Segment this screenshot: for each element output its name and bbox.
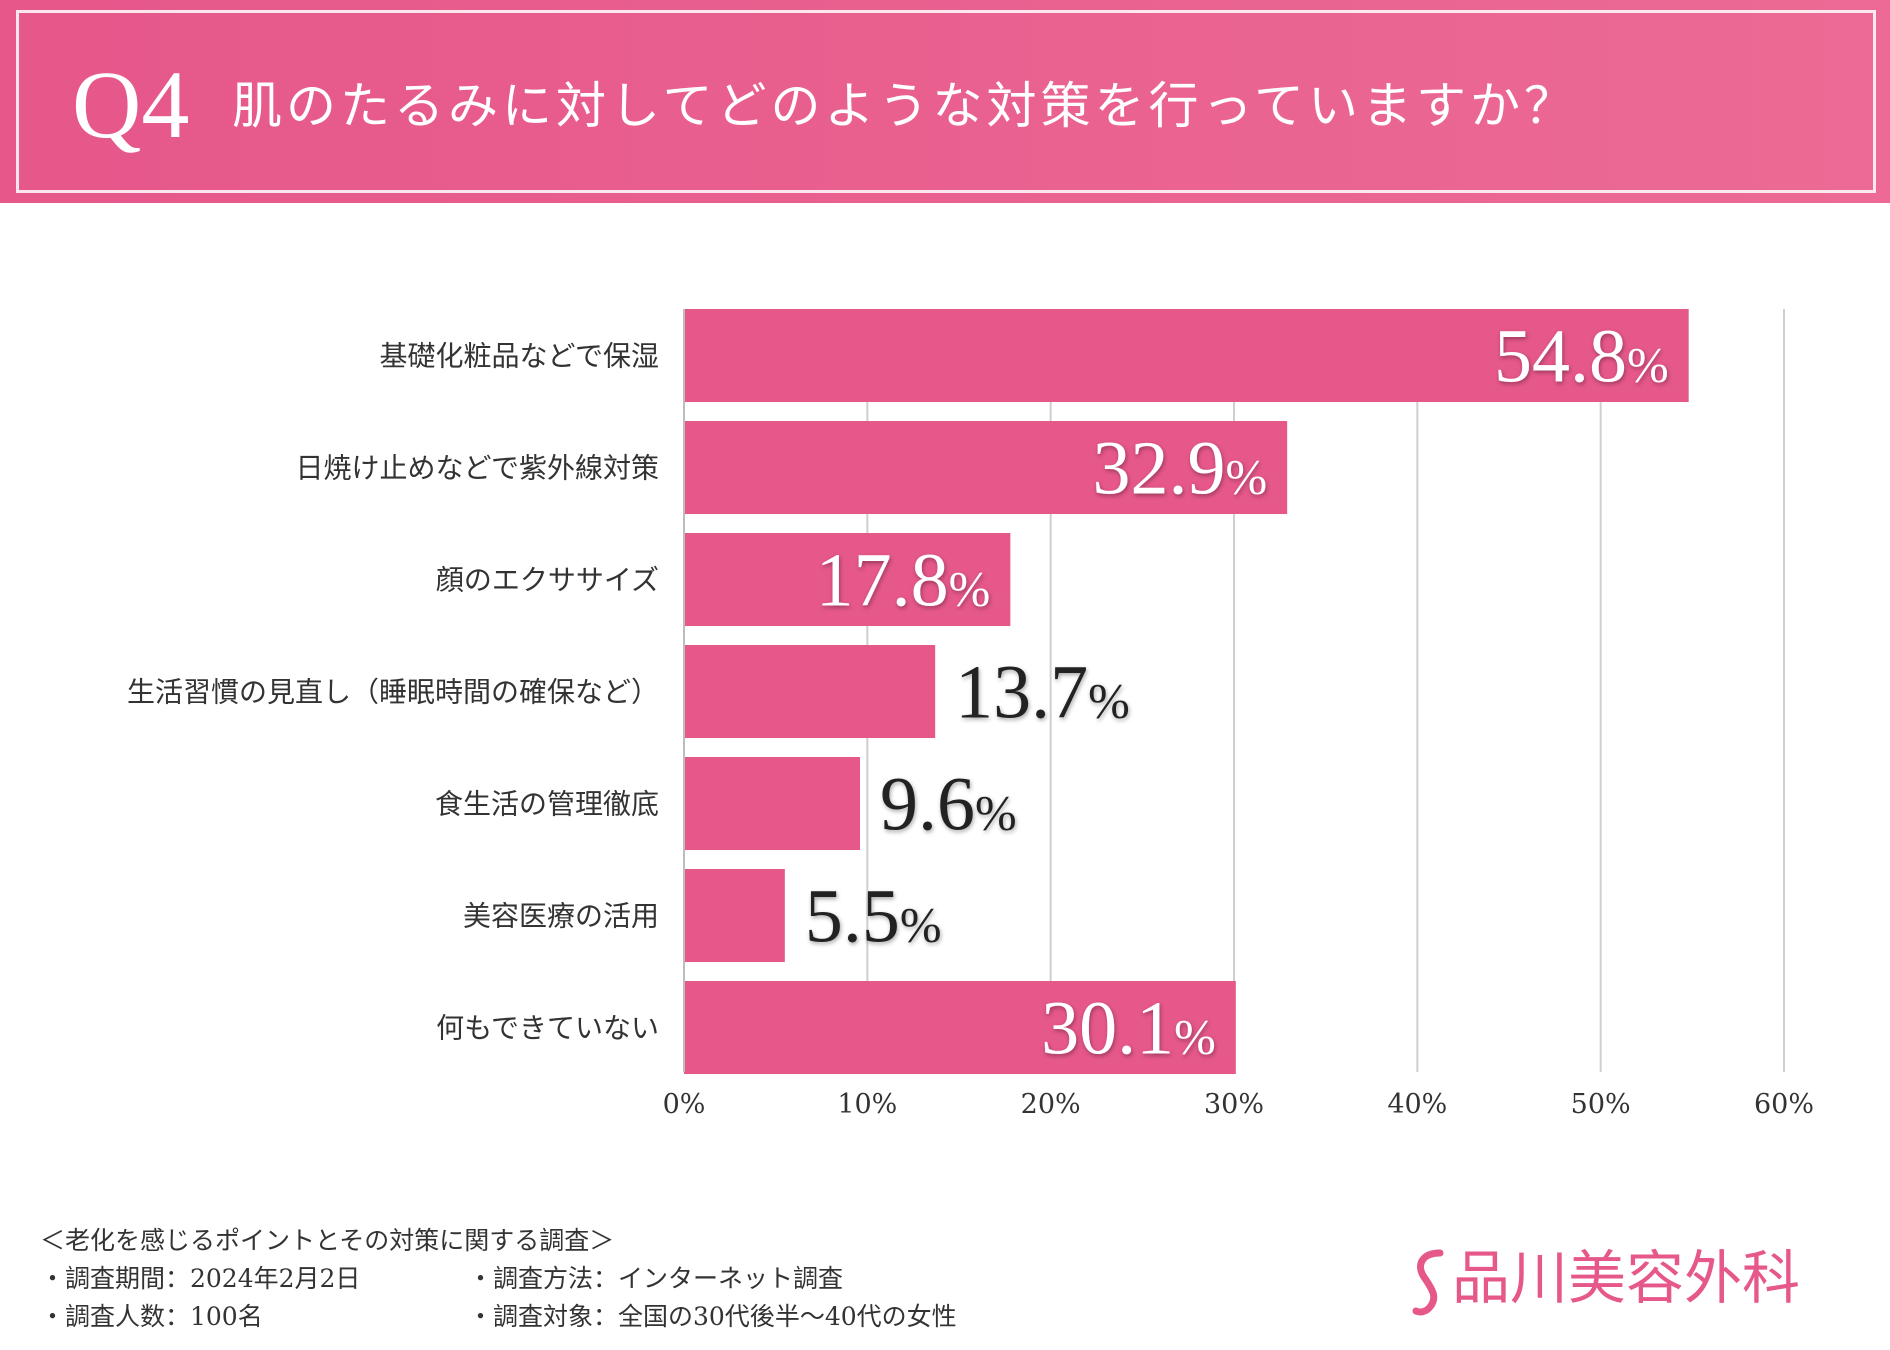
x-tick-label: 10% (837, 1089, 897, 1120)
value-label: 54.8% (1494, 315, 1669, 399)
bar (684, 757, 860, 850)
x-tick-label: 40% (1387, 1089, 1447, 1120)
bar (684, 869, 785, 962)
x-tick-label: 20% (1021, 1089, 1081, 1120)
category-label: 基礎化粧品などで保湿 (380, 340, 659, 373)
bar (684, 645, 936, 738)
bar (684, 309, 1689, 402)
category-label: 食生活の管理徹底 (435, 788, 659, 821)
survey-period: ・調査期間：2024年2月2日 (40, 1264, 361, 1293)
brand-name: 品川美容外科 (1452, 1244, 1801, 1312)
x-tick-label: 50% (1571, 1089, 1631, 1120)
survey-method: ・調査方法：インターネット調査 (468, 1264, 844, 1293)
x-tick-label: 0% (663, 1089, 706, 1120)
question-number: Q4 (72, 51, 190, 158)
value-label: 9.6% (880, 763, 1017, 847)
x-tick-label: 60% (1754, 1089, 1814, 1120)
brand-logo: 品川美容外科 (1412, 1238, 1800, 1318)
bar-chart: 基礎化粧品などで保湿 54.8% 日焼け止めなどで紫外線対策 32.9% 顔のエクササイ… (127, 309, 1814, 1120)
survey-title: ＜老化を感じるポイントとその対策に関する調査＞ (40, 1226, 615, 1255)
category-label: 顔のエクササイズ (436, 564, 659, 597)
category-label: 生活習慣の見直し（睡眠時間の確保など） (127, 676, 659, 709)
category-label: 美容医療の活用 (463, 900, 659, 933)
brand-s-icon (1412, 1249, 1444, 1316)
value-label: 32.9% (1093, 427, 1268, 511)
survey-target: ・調査対象：全国の30代後半〜40代の女性 (468, 1302, 957, 1331)
category-label: 日焼け止めなどで紫外線対策 (296, 452, 659, 485)
bar (684, 981, 1236, 1074)
question-title: 肌のたるみに対してどのような対策を行っていますか？ (232, 77, 1578, 135)
x-tick-label: 30% (1204, 1089, 1264, 1120)
value-label: 13.7% (955, 651, 1130, 735)
header-frame (16, 10, 1876, 193)
value-label: 30.1% (1041, 987, 1216, 1071)
value-label: 17.8% (816, 539, 991, 623)
value-label: 5.5% (805, 875, 942, 959)
survey-info: ＜老化を感じるポイントとその対策に関する調査＞ ・調査期間：2024年2月2日 … (40, 1222, 957, 1336)
bar (684, 421, 1288, 514)
category-label: 何もできていない (436, 1012, 659, 1045)
survey-count: ・調査人数：100名 (40, 1302, 263, 1331)
bar (684, 533, 1011, 626)
header-banner: Q4 肌のたるみに対してどのような対策を行っていますか？ (0, 0, 1890, 203)
